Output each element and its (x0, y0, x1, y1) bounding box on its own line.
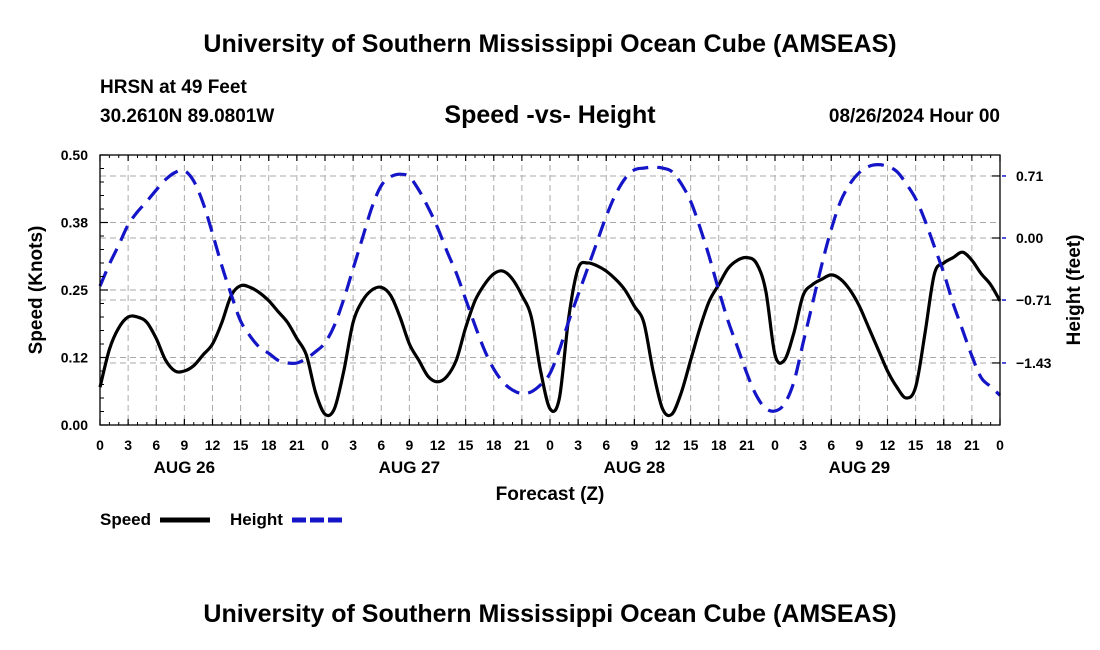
y-tick-label-left: 0.00 (61, 417, 88, 433)
y-tick-label-left: 0.25 (61, 282, 88, 298)
y-tick-label-left: 0.50 (61, 147, 88, 163)
x-tick-label: 21 (514, 437, 530, 453)
footer-title: University of Southern Mississippi Ocean… (203, 600, 897, 628)
x-tick-label: 21 (739, 437, 755, 453)
y-tick-label-right: 0.00 (1016, 230, 1043, 246)
legend-label-height: Height (230, 510, 283, 529)
x-tick-label: 21 (289, 437, 305, 453)
y-axis-title-left: Speed (Knots) (26, 226, 47, 355)
x-tick-label: 0 (96, 437, 104, 453)
day-label: AUG 27 (379, 458, 440, 477)
y-axis-title-right: Height (feet) (1064, 235, 1085, 346)
series-layer (98, 163, 1002, 418)
y-tick-label-right: −0.71 (1016, 292, 1052, 308)
x-tick-label: 0 (771, 437, 779, 453)
x-tick-label: 6 (152, 437, 160, 453)
x-tick-label: 15 (908, 437, 924, 453)
x-tick-label: 18 (936, 437, 952, 453)
x-tick-label: 0 (546, 437, 554, 453)
x-tick-label: 3 (799, 437, 807, 453)
x-tick-label: 18 (261, 437, 277, 453)
x-tick-label: 0 (996, 437, 1004, 453)
x-tick-label: 12 (430, 437, 446, 453)
x-tick-label: 9 (630, 437, 638, 453)
x-tick-label: 12 (205, 437, 221, 453)
x-tick-label: 15 (683, 437, 699, 453)
speed-series-line (98, 250, 1002, 418)
station-name: HRSN at 49 Feet (100, 77, 247, 98)
legend: Speed Height (100, 510, 342, 529)
x-tick-label: 12 (655, 437, 671, 453)
chart-title: Speed -vs- Height (444, 101, 656, 129)
y-tick-label-left: 0.38 (61, 215, 88, 231)
y-tick-label-right: 0.71 (1016, 168, 1043, 184)
x-tick-label: 9 (180, 437, 188, 453)
x-tick-label: 18 (711, 437, 727, 453)
ticks (99, 154, 1006, 426)
x-tick-label: 9 (405, 437, 413, 453)
x-tick-label: 12 (880, 437, 896, 453)
x-tick-label: 15 (233, 437, 249, 453)
y-tick-label-left: 0.12 (61, 350, 88, 366)
x-tick-label: 15 (458, 437, 474, 453)
y-tick-label-right: −1.43 (1016, 355, 1052, 371)
height-series-line (98, 163, 1002, 413)
x-tick-label: 3 (124, 437, 132, 453)
x-tick-label: 6 (377, 437, 385, 453)
x-axis-title: Forecast (Z) (496, 484, 605, 505)
legend-label-speed: Speed (100, 510, 151, 529)
x-tick-label: 21 (964, 437, 980, 453)
x-tick-label: 3 (574, 437, 582, 453)
x-tick-label: 6 (602, 437, 610, 453)
day-label: AUG 26 (154, 458, 215, 477)
axis-labels: 0 3 6 9 12 15 18 21 0 3 6 9 12 15 18 21 0 3 6 9 12 15 18 21 0 3 6 9… (26, 147, 1085, 505)
x-tick-label: 18 (486, 437, 502, 453)
x-tick-label: 9 (855, 437, 863, 453)
page-title: University of Southern Mississippi Ocean… (203, 30, 897, 58)
station-coords: 30.2610N 89.0801W (100, 106, 275, 127)
day-label: AUG 29 (829, 458, 890, 477)
forecast-date: 08/26/2024 Hour 00 (828, 106, 1000, 127)
x-tick-label: 6 (827, 437, 835, 453)
day-label: AUG 28 (604, 458, 665, 477)
x-tick-label: 3 (349, 437, 357, 453)
x-tick-label: 0 (321, 437, 329, 453)
